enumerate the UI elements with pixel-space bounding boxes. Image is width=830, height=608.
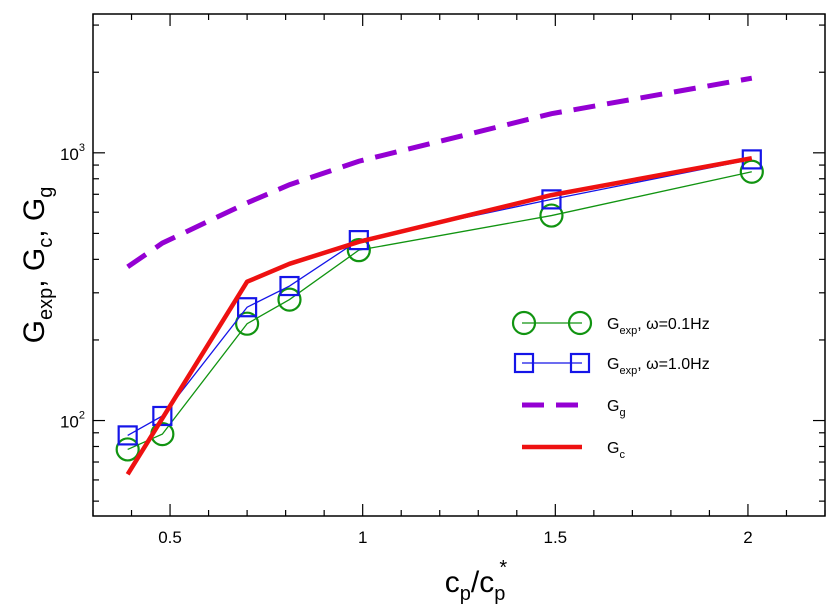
legend-item-3: Gg <box>522 398 626 419</box>
y-axis-label: Gexp, Gc, Gg <box>18 187 57 344</box>
legend-item-1: Gexp, ω=0.1Hz <box>511 310 710 337</box>
legend-marker <box>511 310 537 336</box>
data-point-circle <box>115 437 140 462</box>
axis-ticks <box>92 14 826 516</box>
legend-item-4: Gc <box>522 440 625 461</box>
series-line <box>126 75 753 269</box>
y-tick-label: 103 <box>60 142 85 164</box>
legend-label: Gc <box>607 440 625 461</box>
data-point-square <box>279 275 300 297</box>
y-tick-label: 102 <box>60 410 85 432</box>
x-tick-label: 1.5 <box>543 528 567 547</box>
axis-labels: cp/cp* Gexp, Gc, Gg <box>18 187 507 605</box>
series-2 <box>117 149 762 446</box>
legend-label: Gg <box>607 398 626 419</box>
series-line <box>127 171 752 451</box>
series-layer <box>115 75 764 476</box>
legend-marker <box>569 352 591 374</box>
axis-tick-labels: 0.5 1 1.5 2 102 103 <box>60 142 753 547</box>
x-axis-label: cp/cp* <box>445 557 508 605</box>
data-point-circle <box>346 238 371 263</box>
x-tick-label: 1 <box>358 528 367 547</box>
legend-marker <box>567 310 593 336</box>
legend-label: Gexp, ω=0.1Hz <box>607 316 710 337</box>
legend: Gexp, ω=0.1Hz Gexp, ω=1.0Hz Gg Gc <box>511 310 710 461</box>
x-tick-label: 2 <box>743 528 752 547</box>
data-point-square <box>117 425 138 446</box>
legend-label: Gexp, ω=1.0Hz <box>607 356 710 377</box>
data-point-circle <box>539 203 564 228</box>
x-tick-label: 0.5 <box>158 528 182 547</box>
series-3 <box>126 75 753 269</box>
series-line <box>125 155 753 476</box>
legend-marker <box>513 352 535 374</box>
plot-frame <box>92 13 826 517</box>
data-point-square <box>152 405 173 427</box>
data-point-circle <box>235 311 260 336</box>
series-4 <box>125 155 753 476</box>
series-1 <box>115 159 764 462</box>
series-line <box>127 158 752 436</box>
legend-item-2: Gexp, ω=1.0Hz <box>513 352 710 377</box>
data-point-circle <box>739 159 764 184</box>
data-point-square <box>237 297 258 318</box>
data-point-circle <box>277 287 302 312</box>
